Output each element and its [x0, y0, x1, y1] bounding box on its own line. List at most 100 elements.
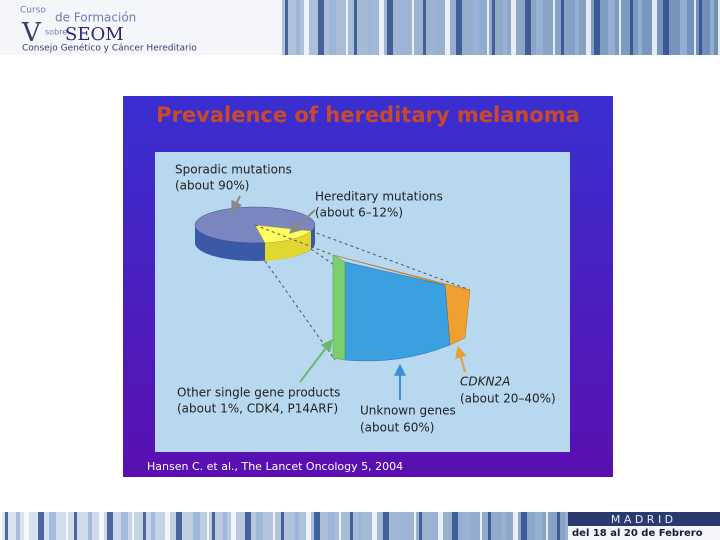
stripe [680, 0, 687, 55]
stripe [143, 512, 146, 540]
citation: Hansen C. et al., The Lancet Oncology 5,… [147, 460, 403, 473]
footer-city-box [568, 512, 720, 526]
stripe [557, 512, 560, 540]
stripe [445, 0, 450, 55]
stripe [107, 512, 113, 540]
stripe [49, 512, 56, 540]
stripe [710, 0, 714, 55]
stripe [430, 512, 434, 540]
footer-city: M A D R I D [611, 513, 673, 526]
logo-org: SEOM [65, 24, 124, 45]
stripe [318, 0, 324, 55]
stripe [16, 512, 20, 540]
stripe [503, 0, 507, 55]
stripe [535, 512, 542, 540]
label-detail: (about 20–40%) [460, 392, 556, 406]
stripe [368, 0, 372, 55]
label-name: Sporadic mutations [175, 163, 292, 177]
stripe [350, 512, 353, 540]
stripe [273, 512, 275, 540]
stripe [565, 512, 568, 540]
stripe [176, 512, 182, 540]
stripe [718, 0, 720, 55]
figure-title: Prevalence of hereditary melanoma [156, 103, 580, 127]
label-detail: (about 6–12%) [315, 206, 403, 220]
pie-slice-side [265, 231, 311, 261]
stripe [608, 0, 615, 55]
stripe [379, 0, 384, 55]
stripe [546, 512, 548, 540]
stripe [652, 0, 657, 55]
logo-text: Curso [20, 6, 46, 16]
arrow [299, 339, 333, 383]
stripe [492, 0, 495, 55]
slice-cdkn2a [332, 254, 471, 346]
logo-box [0, 0, 280, 55]
stripe [304, 0, 309, 55]
footer-dates: del 18 al 20 de Febrero [572, 528, 703, 539]
stripe [99, 512, 104, 540]
stripe [121, 512, 128, 540]
stripe [525, 0, 531, 55]
stripe [487, 0, 489, 55]
stripe [638, 0, 642, 55]
arrow [455, 345, 467, 373]
stripe [88, 512, 92, 540]
slice-other [332, 254, 346, 361]
stripe [575, 0, 579, 55]
stripe [663, 0, 669, 55]
stripe [295, 512, 299, 540]
logo-subtitle: Consejo Genético y Cáncer Hereditario [22, 43, 197, 54]
stripe [354, 0, 357, 55]
stripe [339, 512, 341, 540]
stripe [231, 512, 236, 540]
stripe [212, 512, 215, 540]
stripe [387, 0, 393, 55]
stripe [594, 0, 600, 55]
stripe [281, 512, 284, 540]
label-detail: (about 1%, CDK4, P14ARF) [177, 402, 338, 416]
stripe [488, 512, 491, 540]
stripe [132, 512, 134, 540]
arrow [289, 209, 316, 234]
stripe [193, 512, 200, 540]
stripe [372, 512, 377, 540]
stripe [513, 512, 518, 540]
slice-unknown [344, 261, 451, 362]
stripe [151, 512, 155, 540]
stripe [536, 0, 543, 55]
footer-stripes [0, 512, 568, 540]
stripe [511, 0, 516, 55]
stripe [480, 512, 482, 540]
stripe [223, 512, 227, 540]
logo-text: de Formación [55, 11, 136, 25]
stripe [358, 512, 362, 540]
logo-mark: V [21, 18, 42, 48]
stripe [207, 512, 209, 540]
stripe [452, 512, 458, 540]
stripe [412, 0, 414, 55]
stripe [414, 512, 416, 540]
stripe [561, 0, 564, 55]
stripe [630, 0, 633, 55]
stripe [423, 0, 426, 55]
stripe [329, 0, 336, 55]
stripe [699, 0, 702, 55]
label-name: Hereditary mutations [315, 190, 443, 204]
stripe [245, 512, 251, 540]
arrow [231, 195, 243, 214]
stripe [66, 512, 68, 540]
stripe [306, 512, 311, 540]
stripe [619, 0, 621, 55]
stripe [256, 512, 263, 540]
stripe [285, 0, 288, 55]
label-detail: (about 90%) [175, 179, 249, 193]
stripe [296, 0, 300, 55]
stripe [473, 0, 480, 55]
stripe [0, 512, 2, 540]
stripe [401, 0, 408, 55]
stripe [5, 512, 8, 540]
label-detail: (about 60%) [360, 421, 434, 435]
stripe [502, 512, 506, 540]
